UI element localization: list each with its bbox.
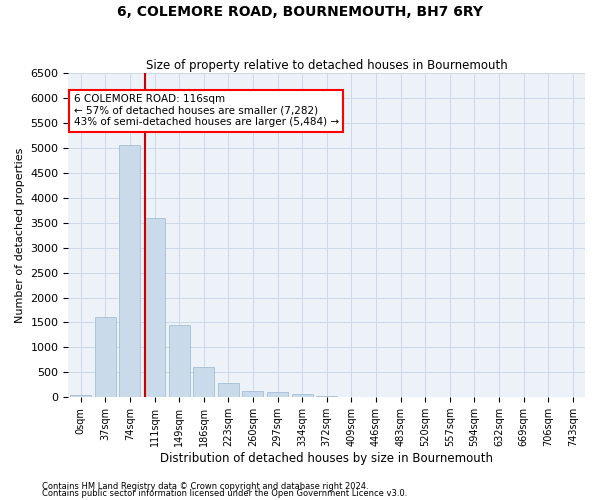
Text: Contains HM Land Registry data © Crown copyright and database right 2024.: Contains HM Land Registry data © Crown c… [42, 482, 368, 491]
Text: 6, COLEMORE ROAD, BOURNEMOUTH, BH7 6RY: 6, COLEMORE ROAD, BOURNEMOUTH, BH7 6RY [117, 5, 483, 19]
Bar [218, 384, 239, 397]
Y-axis label: Number of detached properties: Number of detached properties [15, 148, 25, 323]
Bar [242, 390, 263, 397]
Bar [144, 218, 165, 397]
Bar [267, 392, 288, 397]
Text: 6 COLEMORE ROAD: 116sqm
← 57% of detached houses are smaller (7,282)
43% of semi: 6 COLEMORE ROAD: 116sqm ← 57% of detache… [74, 94, 338, 128]
Bar [70, 394, 91, 397]
Bar [169, 325, 190, 397]
Bar [119, 146, 140, 397]
Bar [95, 318, 116, 397]
Bar [316, 396, 337, 397]
X-axis label: Distribution of detached houses by size in Bournemouth: Distribution of detached houses by size … [160, 452, 493, 465]
Title: Size of property relative to detached houses in Bournemouth: Size of property relative to detached ho… [146, 59, 508, 72]
Bar [292, 394, 313, 397]
Bar [193, 368, 214, 397]
Text: Contains public sector information licensed under the Open Government Licence v3: Contains public sector information licen… [42, 490, 407, 498]
